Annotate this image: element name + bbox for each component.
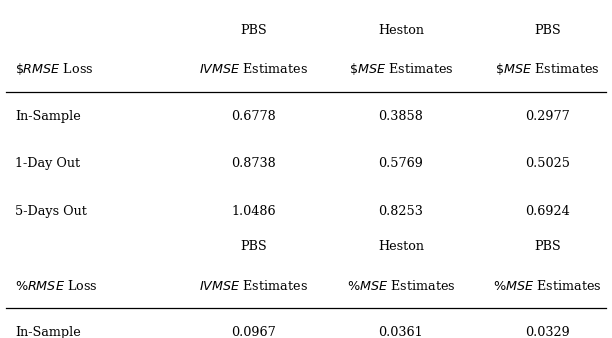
Text: 0.6924: 0.6924	[525, 205, 570, 218]
Text: $\mathit{\%RMSE}$ Loss: $\mathit{\%RMSE}$ Loss	[15, 279, 98, 293]
Text: Heston: Heston	[378, 24, 424, 37]
Text: PBS: PBS	[241, 24, 267, 37]
Text: $\mathit{\$RMSE}$ Loss: $\mathit{\$RMSE}$ Loss	[15, 61, 94, 77]
Text: Heston: Heston	[378, 240, 424, 253]
Text: 0.3858: 0.3858	[378, 110, 424, 123]
Text: In-Sample: In-Sample	[15, 327, 81, 338]
Text: $\mathit{\$MSE}$ Estimates: $\mathit{\$MSE}$ Estimates	[496, 61, 600, 77]
Text: 0.5769: 0.5769	[378, 158, 424, 170]
Text: 0.6778: 0.6778	[231, 110, 277, 123]
Text: 0.2977: 0.2977	[525, 110, 570, 123]
Text: 0.0967: 0.0967	[231, 327, 277, 338]
Text: 0.0329: 0.0329	[525, 327, 570, 338]
Text: $\mathit{IVMSE}$ Estimates: $\mathit{IVMSE}$ Estimates	[200, 62, 308, 76]
Text: PBS: PBS	[534, 24, 561, 37]
Text: $\mathit{\%MSE}$ Estimates: $\mathit{\%MSE}$ Estimates	[493, 279, 602, 293]
Text: $\mathit{\$MSE}$ Estimates: $\mathit{\$MSE}$ Estimates	[349, 61, 453, 77]
Text: 1.0486: 1.0486	[232, 205, 276, 218]
Text: 5-Days Out: 5-Days Out	[15, 205, 87, 218]
Text: 0.8738: 0.8738	[231, 158, 277, 170]
Text: PBS: PBS	[534, 240, 561, 253]
Text: PBS: PBS	[241, 240, 267, 253]
Text: 0.5025: 0.5025	[525, 158, 570, 170]
Text: 0.0361: 0.0361	[379, 327, 423, 338]
Text: $\mathit{\%MSE}$ Estimates: $\mathit{\%MSE}$ Estimates	[346, 279, 455, 293]
Text: $\mathit{IVMSE}$ Estimates: $\mathit{IVMSE}$ Estimates	[200, 279, 308, 293]
Text: In-Sample: In-Sample	[15, 110, 81, 123]
Text: 1-Day Out: 1-Day Out	[15, 158, 80, 170]
Text: 0.8253: 0.8253	[378, 205, 424, 218]
